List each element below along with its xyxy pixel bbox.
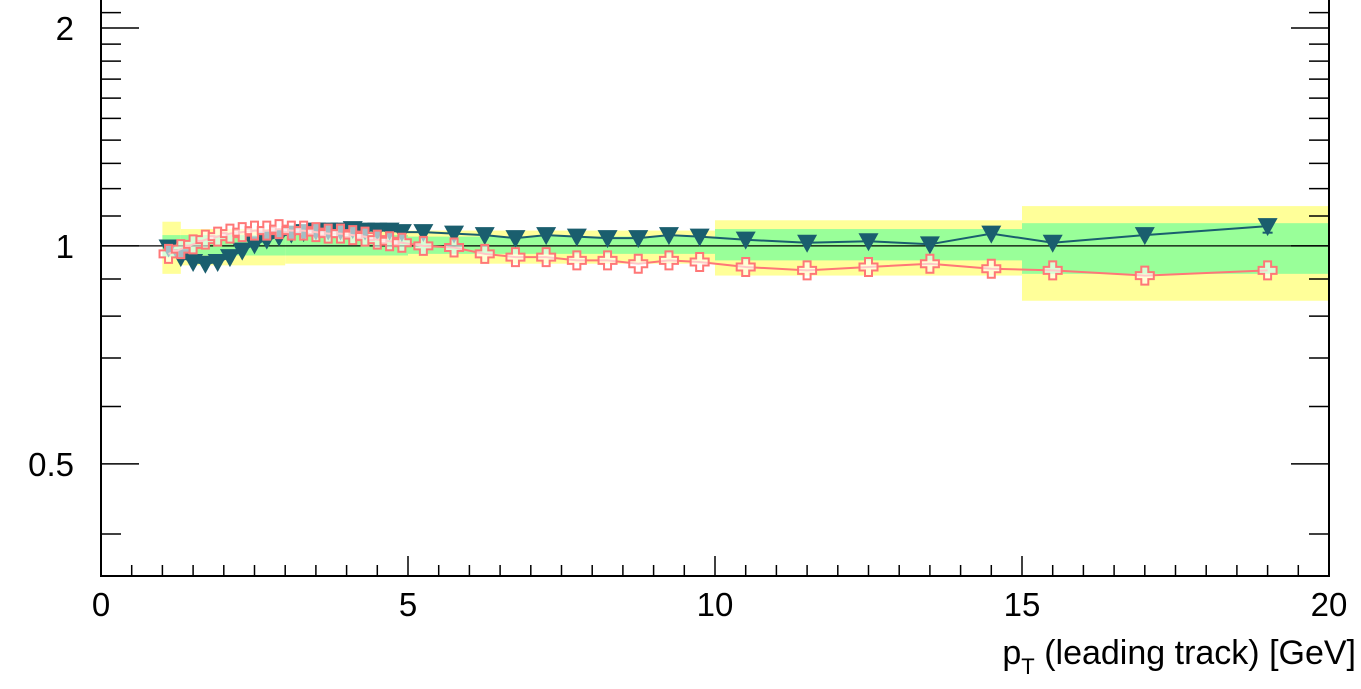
data-point <box>981 225 1002 244</box>
data-point <box>628 230 649 249</box>
data-point <box>444 237 465 258</box>
data-point <box>207 254 228 273</box>
axes: 0 5 10 15 20 0.5 1 2 <box>28 10 1347 623</box>
x-tick-label: 20 <box>1311 586 1348 623</box>
data-point <box>391 232 412 253</box>
data-point <box>597 250 618 271</box>
data-point <box>305 222 326 243</box>
x-tick-label: 10 <box>697 586 734 623</box>
data-point <box>367 229 388 250</box>
x-tick-label: 15 <box>1004 586 1041 623</box>
data-point <box>1134 227 1155 246</box>
data-point <box>195 255 216 274</box>
data-point <box>858 233 879 252</box>
systematic-bands <box>162 206 1329 301</box>
data-point <box>330 223 351 244</box>
data-point <box>244 236 265 255</box>
data-point <box>858 257 879 278</box>
y-tick-label: 0.5 <box>28 446 74 483</box>
data-point <box>566 250 587 271</box>
data-point <box>536 227 557 246</box>
data-point <box>566 228 587 247</box>
data-point <box>981 258 1002 279</box>
data-point <box>1257 260 1278 281</box>
inner-band <box>1022 223 1329 274</box>
data-point <box>735 231 756 250</box>
data-point <box>474 227 495 246</box>
data-point <box>658 227 679 246</box>
data-point <box>474 243 495 264</box>
data-point <box>628 253 649 274</box>
y-tick-label: 1 <box>56 228 74 265</box>
data-point <box>689 228 710 247</box>
data-point <box>1042 234 1063 253</box>
data-point <box>413 224 434 243</box>
x-tick-label: 0 <box>92 586 110 623</box>
data-point <box>219 249 240 268</box>
data-point <box>1042 260 1063 281</box>
data-point <box>232 242 253 261</box>
data-point <box>1257 218 1278 237</box>
data-point <box>293 220 314 241</box>
data-point <box>1134 265 1155 286</box>
data-point <box>919 253 940 274</box>
data-point <box>658 250 679 271</box>
x-tick-label: 5 <box>399 586 417 623</box>
data-point <box>689 252 710 273</box>
data-point <box>735 257 756 278</box>
data-point <box>797 234 818 253</box>
data-point <box>256 231 277 250</box>
data-point <box>379 231 400 252</box>
data-point <box>355 226 376 247</box>
data-point <box>269 219 290 240</box>
data-point <box>444 225 465 244</box>
x-axis-title: pT (leading track) [GeV] <box>1002 634 1356 679</box>
data-point <box>505 230 526 249</box>
data-point <box>413 235 434 256</box>
series-2 <box>158 219 1278 286</box>
data-point <box>536 247 557 268</box>
data-series <box>158 218 1278 286</box>
data-point <box>597 230 618 249</box>
y-tick-label: 2 <box>56 10 74 47</box>
data-point <box>919 236 940 255</box>
data-point <box>797 260 818 281</box>
data-point <box>505 247 526 268</box>
data-point <box>342 225 363 246</box>
